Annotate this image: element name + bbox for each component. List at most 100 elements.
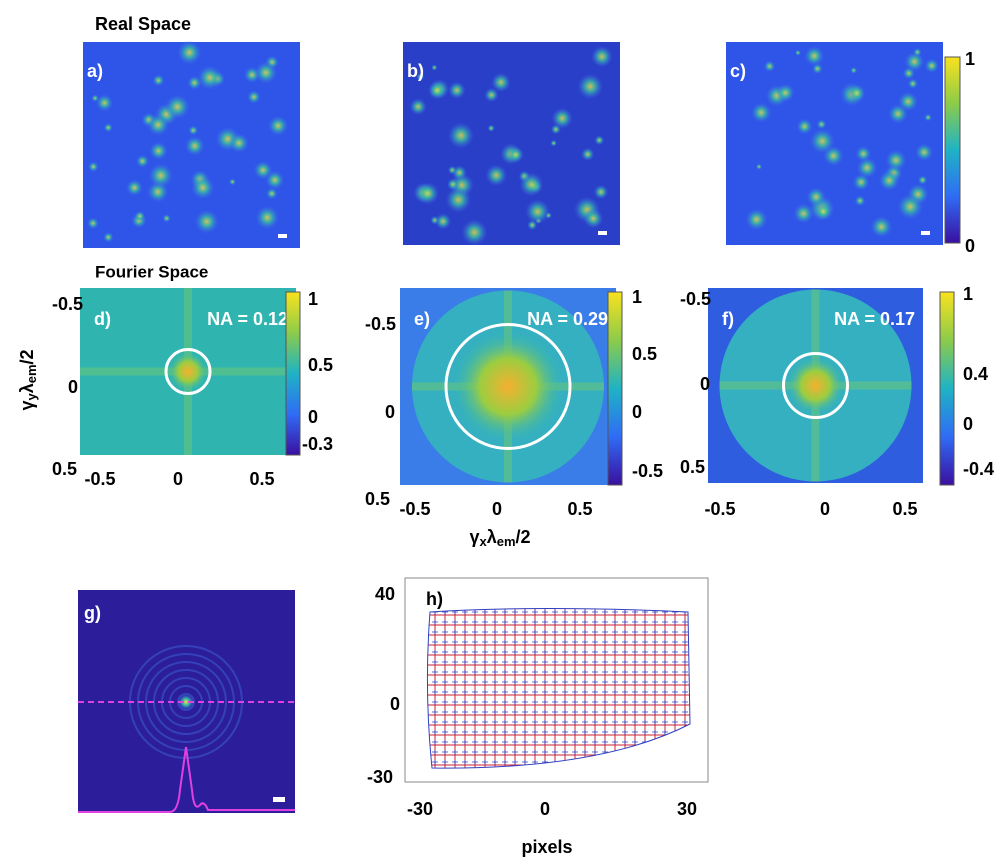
blob	[810, 129, 835, 154]
blob	[885, 150, 906, 171]
panel-label: a)	[87, 61, 103, 81]
blob	[915, 143, 933, 161]
axis-label: γxλem/2	[469, 527, 530, 550]
y-tick-label: 0	[390, 694, 400, 714]
x-tick-label: 0	[540, 799, 550, 819]
center	[168, 352, 208, 392]
x-tick-label: 0	[820, 499, 830, 519]
blob	[254, 161, 273, 180]
axis-label: γyλem/2	[17, 349, 40, 410]
na-label: NA = 0.17	[834, 309, 915, 329]
colorbar-label: -0.4	[963, 459, 994, 479]
colorbar-label: 0	[308, 407, 318, 427]
blob	[850, 67, 857, 74]
blob	[435, 213, 451, 229]
blob	[431, 64, 437, 70]
blob	[188, 125, 198, 135]
blob	[165, 94, 190, 119]
blob	[410, 98, 427, 115]
blob	[848, 84, 866, 102]
x-tick-label: 0.5	[892, 499, 917, 519]
panel-label: g)	[84, 603, 101, 623]
blob	[871, 216, 893, 238]
blob	[452, 165, 467, 180]
blob	[817, 119, 827, 129]
blob	[268, 116, 288, 136]
heading: Real Space	[95, 14, 191, 34]
x-axis-label: pixels	[521, 837, 572, 857]
blob	[461, 219, 487, 245]
blob	[888, 104, 908, 124]
blob	[793, 203, 813, 223]
blob	[162, 214, 170, 222]
blob	[525, 199, 549, 223]
blob	[746, 209, 768, 231]
blob	[897, 194, 923, 220]
axis-label-part: em	[497, 534, 516, 549]
colorbar-label: 1	[965, 49, 975, 69]
blob	[103, 232, 113, 242]
axis-label-part: em	[24, 364, 39, 383]
blob	[446, 187, 471, 212]
blob	[807, 187, 826, 206]
y-tick-label: 0.5	[680, 457, 705, 477]
blob	[448, 82, 465, 99]
y-tick-label: 0.5	[365, 489, 390, 509]
y-tick-label: -0.5	[52, 294, 83, 314]
blob	[126, 179, 143, 196]
blob	[924, 114, 932, 122]
blob	[149, 163, 173, 187]
blob	[448, 123, 474, 149]
colorbar	[945, 57, 960, 243]
blob	[578, 74, 603, 99]
blob	[488, 125, 495, 132]
x-tick-label: -0.5	[399, 499, 430, 519]
scale-bar	[598, 231, 607, 235]
blob	[135, 211, 146, 222]
panel-label: h)	[426, 589, 443, 609]
blob	[519, 173, 543, 197]
scale-bar	[278, 234, 287, 238]
blob	[486, 165, 507, 186]
colorbar-label: 0.5	[632, 344, 657, 364]
blob	[594, 185, 608, 199]
x-tick-label: -30	[407, 799, 433, 819]
colorbar	[286, 292, 300, 455]
x-tick-label: -0.5	[84, 469, 115, 489]
blob	[152, 74, 164, 86]
y-tick-label: 40	[375, 584, 395, 604]
blob	[550, 140, 557, 147]
scale-bar	[273, 797, 285, 802]
colorbar	[608, 292, 622, 485]
page: Real Space Fourier Space a)b)c)10d)NA = …	[0, 0, 1004, 868]
blob	[918, 175, 928, 185]
blob	[925, 59, 939, 73]
blob	[853, 174, 870, 191]
blob	[594, 135, 604, 145]
blob	[527, 220, 537, 230]
y-tick-label: -30	[367, 767, 393, 787]
axis-label-part: γ	[469, 527, 479, 547]
scale-bar	[921, 231, 930, 235]
y-tick-label: 0	[385, 402, 395, 422]
blob	[229, 178, 236, 185]
panel-label: f)	[722, 309, 734, 329]
blob	[177, 40, 201, 64]
blob	[776, 84, 794, 102]
blob	[428, 81, 446, 99]
blob	[247, 90, 260, 103]
blob	[147, 114, 169, 136]
blob	[198, 65, 222, 89]
colorbar-label: 1	[632, 287, 642, 307]
blob	[591, 46, 612, 67]
colorbar-label: 0	[632, 402, 642, 422]
blob	[149, 142, 167, 160]
blob	[908, 79, 918, 89]
blob	[508, 147, 524, 163]
figure: Real Space Fourier Space a)b)c)10d)NA = …	[0, 0, 1004, 863]
blob	[797, 119, 813, 135]
blob	[584, 209, 604, 229]
blob	[552, 108, 573, 129]
panel-label: e)	[414, 309, 430, 329]
colorbar-label: 0	[963, 414, 973, 434]
